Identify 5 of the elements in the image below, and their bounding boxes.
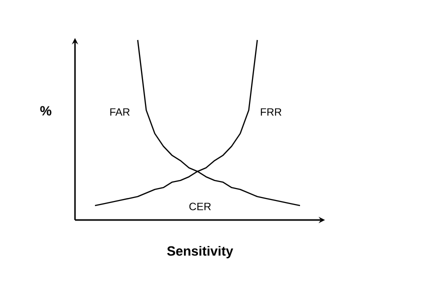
y-axis-title: % <box>40 106 52 116</box>
annotation: CER <box>189 202 211 210</box>
x-axis-title: Sensitivity <box>167 246 234 258</box>
series-label: FAR <box>110 108 130 116</box>
series-label: FRR <box>260 108 282 116</box>
